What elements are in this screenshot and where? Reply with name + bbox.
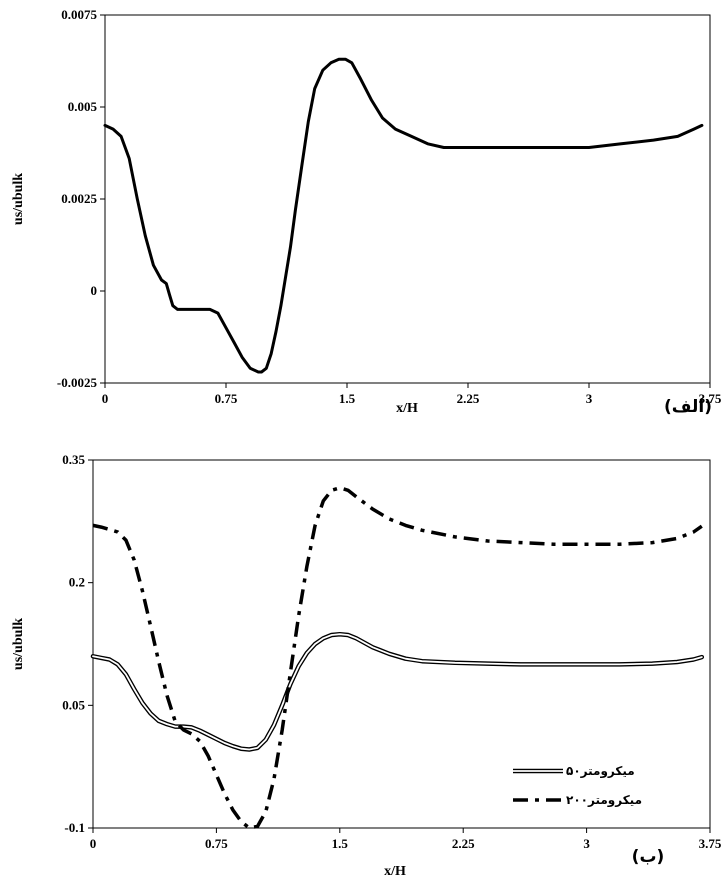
y-tick-label: 0 — [91, 283, 98, 298]
x-tick-label: 3.75 — [699, 836, 722, 851]
y-tick-label: 0.0025 — [61, 191, 97, 206]
x-tick-label: 1.5 — [332, 836, 349, 851]
y-tick-label: 0.2 — [69, 575, 85, 590]
chart-b-x-axis-label: x/H — [384, 864, 406, 879]
x-tick-label: 1.5 — [339, 391, 356, 406]
chart-b-series — [90, 486, 705, 830]
chart-a-series-1-line — [103, 57, 704, 374]
x-tick-label: 0 — [90, 836, 97, 851]
x-tick-label: 0.75 — [205, 836, 228, 851]
chart-a-ticks: 0 0.75 1.5 2.25 3 3.75 -0.0025 0 0.0025 0.005 0.00… — [57, 7, 722, 406]
chart-b-series-1-line-inner — [92, 633, 703, 751]
x-tick-label: 3.75 — [699, 391, 722, 406]
legend-item-series-2: ۲۰۰میکرومتر — [513, 793, 642, 808]
chart-b: 0 0.75 1.5 2.25 3 3.75 -0.1 0.05 0.2 0.35 x/H us/… — [11, 452, 722, 879]
x-tick-label: 2.25 — [457, 391, 480, 406]
chart-a-x-axis-label: x/H — [396, 401, 418, 416]
x-tick-label: 3 — [586, 391, 593, 406]
chart-a: 0 0.75 1.5 2.25 3 3.75 -0.0025 0 0.0025 0.005 0.00… — [11, 7, 722, 417]
chart-a-y-axis-label: us/ubulk — [11, 173, 26, 225]
y-tick-label: 0.35 — [62, 452, 85, 467]
chart-b-panel-label: (ب) — [632, 847, 665, 867]
x-tick-label: 2.25 — [452, 836, 475, 851]
y-tick-label: 0.05 — [62, 697, 85, 712]
legend-label-series-2: ۲۰۰میکرومتر — [566, 793, 642, 808]
chart-a-panel-label: (الف) — [664, 397, 712, 417]
y-tick-label: 0.0075 — [61, 7, 97, 22]
y-tick-label: -0.0025 — [57, 375, 98, 390]
legend-item-series-1: ۵۰میکرومتر — [513, 764, 635, 779]
chart-b-legend: ۵۰میکرومتر ۲۰۰میکرومتر — [513, 764, 642, 808]
y-tick-label: -0.1 — [64, 820, 85, 835]
y-tick-label: 0.005 — [68, 99, 98, 114]
x-tick-label: 0.75 — [215, 391, 238, 406]
chart-a-series — [103, 57, 704, 374]
x-tick-label: 0 — [102, 391, 109, 406]
chart-a-plot-frame — [104, 14, 711, 384]
chart-b-series-2-line — [92, 486, 703, 830]
chart-b-y-axis-label: us/ubulk — [11, 618, 26, 670]
x-tick-label: 3 — [583, 836, 590, 851]
chart-b-ticks: 0 0.75 1.5 2.25 3 3.75 -0.1 0.05 0.2 0.35 — [62, 452, 722, 851]
chart-b-plot-frame — [92, 459, 711, 829]
legend-label-series-1: ۵۰میکرومتر — [566, 764, 635, 779]
